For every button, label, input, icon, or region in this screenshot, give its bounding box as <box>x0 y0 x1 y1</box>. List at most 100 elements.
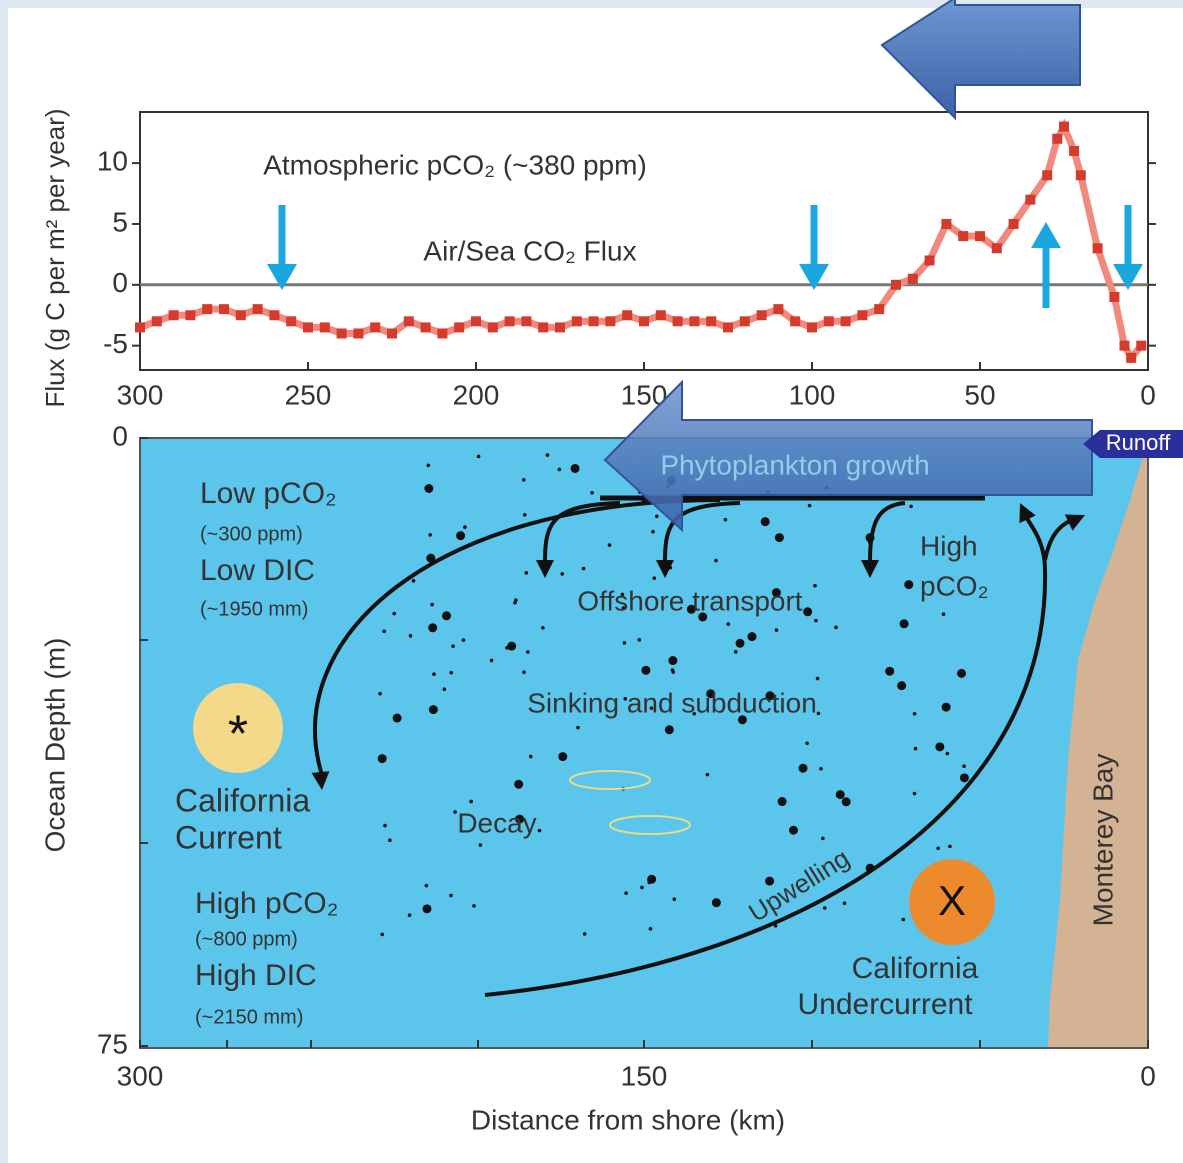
diagram-label: Low pCO₂ <box>200 477 337 510</box>
flux-point <box>320 322 330 332</box>
x-axis-label: Distance from shore (km) <box>471 1104 785 1135</box>
flux-point <box>925 255 935 265</box>
flux-point <box>505 316 515 326</box>
particle <box>449 671 453 675</box>
particle <box>808 504 812 508</box>
flux-point <box>673 316 683 326</box>
annotation: Atmospheric pCO₂ (~380 ppm) <box>263 149 647 180</box>
flux-point <box>437 328 447 338</box>
flux-point <box>1093 243 1103 253</box>
particle <box>834 626 838 630</box>
particle <box>525 571 529 575</box>
particle <box>522 478 526 482</box>
flux-point <box>135 322 145 332</box>
particle <box>393 714 402 723</box>
flux-point <box>488 322 498 332</box>
diagram-label: Sinking and subduction <box>527 687 817 718</box>
particle <box>541 626 545 630</box>
particle <box>529 755 533 759</box>
flux-point <box>555 322 565 332</box>
particle <box>378 754 387 763</box>
particle <box>429 705 438 714</box>
flux-point <box>269 310 279 320</box>
flux-point <box>1119 341 1129 351</box>
particle <box>560 572 564 576</box>
x-tick-label: 0 <box>1140 379 1156 410</box>
y-axis-label: Ocean Depth (m) <box>39 638 70 853</box>
flux-point <box>454 322 464 332</box>
x-tick-label: 250 <box>285 379 332 410</box>
diagram-label: Current <box>175 819 282 855</box>
particle <box>638 638 642 642</box>
particle <box>382 629 386 633</box>
particle <box>428 623 437 632</box>
particle <box>935 742 944 751</box>
flux-point <box>370 322 380 332</box>
particle <box>836 790 845 799</box>
flux-point <box>992 243 1002 253</box>
particle <box>463 525 467 529</box>
particle <box>913 792 917 796</box>
particle <box>608 543 612 547</box>
flux-point <box>572 316 582 326</box>
x-tick-label: 300 <box>117 1060 164 1091</box>
particle <box>901 918 905 922</box>
particle <box>576 726 580 730</box>
particle <box>842 797 851 806</box>
particle <box>426 463 430 467</box>
flux-point <box>1126 353 1136 363</box>
particle <box>942 703 951 712</box>
flux-point <box>253 304 263 314</box>
particle <box>914 747 918 751</box>
x-tick-label: 0 <box>1140 1060 1156 1091</box>
particle <box>424 484 433 493</box>
particle <box>432 672 436 676</box>
flux-point <box>1025 195 1035 205</box>
flux-point <box>185 310 195 320</box>
particle <box>734 650 738 654</box>
flux-point <box>337 328 347 338</box>
particle <box>443 687 447 691</box>
y-tick-label: 0 <box>112 267 128 298</box>
diagram-label: (~300 ppm) <box>200 523 303 545</box>
flux-point <box>723 322 733 332</box>
x-tick-label: 150 <box>621 1060 668 1091</box>
flux-point <box>202 304 212 314</box>
particle <box>817 712 821 716</box>
particle <box>477 455 481 459</box>
flux-point <box>941 219 951 229</box>
flux-point <box>219 304 229 314</box>
particle <box>526 650 530 654</box>
annotation: Air/Sea CO₂ Flux <box>423 235 636 266</box>
particle <box>948 845 952 849</box>
particle <box>814 619 818 623</box>
particle <box>388 838 392 842</box>
particle <box>571 464 580 473</box>
particle <box>428 533 432 537</box>
flux-point <box>1059 122 1069 132</box>
particle <box>821 837 825 841</box>
particle <box>724 518 728 522</box>
particle <box>913 712 917 716</box>
diagram-label: (~1950 mm) <box>200 598 308 620</box>
diagram-label: (~800 ppm) <box>195 928 298 950</box>
diagram-label: Monterey Bay <box>1087 754 1118 927</box>
particle <box>823 906 827 910</box>
y-axis-label: Flux (g C per m² per year) <box>40 108 70 407</box>
particle <box>904 580 913 589</box>
diagram-label: Runoff <box>1106 430 1171 455</box>
particle <box>451 644 455 648</box>
particle <box>392 612 396 616</box>
particle <box>514 780 523 789</box>
particle <box>449 894 453 898</box>
particle <box>408 913 412 917</box>
particle <box>546 453 550 457</box>
particle <box>422 904 431 913</box>
particle <box>462 638 466 642</box>
particle <box>726 622 730 626</box>
particle <box>590 491 594 495</box>
particle <box>647 875 656 884</box>
flux-point <box>236 310 246 320</box>
diagram-label: (~2150 mm) <box>195 1006 303 1028</box>
particle <box>507 642 516 651</box>
